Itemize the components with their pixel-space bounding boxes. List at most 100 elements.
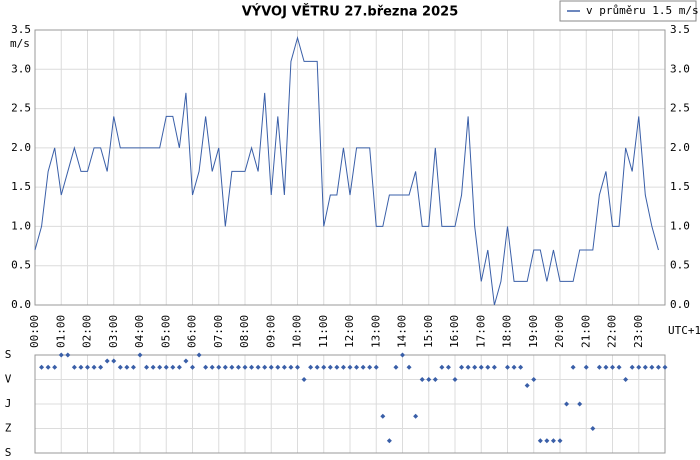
y-tick-label-right: 2.5	[670, 102, 690, 115]
direction-point	[39, 364, 45, 370]
direction-point	[249, 364, 255, 370]
x-tick-label: 17:00	[474, 315, 487, 348]
x-tick-label: 21:00	[579, 315, 592, 348]
y-tick-label: 2.0	[11, 141, 31, 154]
direction-point	[524, 382, 530, 388]
direction-point	[642, 364, 648, 370]
direction-point	[518, 364, 524, 370]
direction-point	[406, 364, 412, 370]
direction-point	[111, 358, 117, 364]
x-tick-label: 15:00	[422, 315, 435, 348]
direction-point	[636, 364, 642, 370]
direction-point	[544, 438, 550, 444]
direction-point	[58, 352, 64, 358]
x-tick-label: 18:00	[501, 315, 514, 348]
direction-point	[209, 364, 215, 370]
y-tick-label-right: 1.0	[670, 219, 690, 232]
direction-point	[334, 364, 340, 370]
y-tick-label: J	[5, 397, 12, 410]
direction-point	[413, 413, 419, 419]
y-tick-label: S	[5, 446, 12, 459]
direction-point	[472, 364, 478, 370]
y-tick-label: 0.5	[11, 259, 31, 272]
legend-label: v průměru 1.5 m/s	[586, 4, 699, 17]
direction-point	[511, 364, 517, 370]
direction-point	[603, 364, 609, 370]
direction-point	[426, 377, 432, 382]
y-tick-label-right: 0.0	[670, 298, 690, 311]
direction-point	[465, 364, 471, 370]
direction-point	[163, 364, 169, 370]
direction-point	[295, 364, 300, 370]
x-tick-label: 00:00	[28, 315, 41, 348]
direction-point	[255, 364, 261, 370]
direction-point	[570, 364, 576, 370]
x-tick-label: 04:00	[133, 315, 146, 348]
direction-point	[190, 364, 195, 370]
direction-point	[157, 364, 163, 370]
direction-point	[314, 364, 320, 370]
direction-point	[65, 352, 71, 358]
direction-point	[459, 364, 465, 370]
x-tick-label: 19:00	[527, 315, 540, 348]
y-tick-label-right: 3.5	[670, 23, 690, 36]
direction-point	[623, 377, 629, 382]
direction-point	[583, 364, 589, 370]
x-tick-label: 02:00	[81, 315, 94, 348]
direction-point	[98, 364, 104, 370]
x-tick-label: 22:00	[606, 315, 619, 348]
direction-point	[577, 401, 583, 407]
plot-frame	[34, 29, 666, 306]
direction-point	[235, 364, 241, 370]
direction-point	[229, 364, 235, 370]
direction-point	[505, 364, 510, 370]
direction-point	[137, 352, 143, 358]
x-tick-label: 23:00	[632, 315, 645, 348]
direction-point	[176, 364, 182, 370]
direction-point	[655, 364, 661, 370]
direction-point	[340, 364, 346, 370]
direction-point	[550, 438, 556, 444]
direction-point	[347, 364, 353, 370]
direction-point	[52, 364, 58, 370]
plot-frame	[34, 354, 666, 454]
direction-point	[144, 364, 150, 370]
direction-point	[71, 364, 77, 370]
direction-point	[478, 364, 484, 370]
direction-point	[203, 364, 209, 370]
direction-point	[596, 364, 602, 370]
chart-title: VÝVOJ VĚTRU 27.března 2025	[242, 4, 459, 20]
y-tick-label-right: 3.0	[670, 62, 690, 75]
x-tick-label: 09:00	[264, 315, 277, 348]
direction-point	[452, 377, 458, 382]
wind-line	[34, 35, 659, 306]
x-tick-label: 05:00	[159, 315, 172, 348]
direction-point	[104, 358, 110, 364]
x-tick-label: 01:00	[54, 315, 67, 348]
direction-point	[439, 364, 445, 370]
legend-box	[559, 0, 697, 22]
direction-point	[124, 364, 130, 370]
direction-point	[216, 364, 222, 370]
direction-point	[150, 364, 156, 370]
y-tick-label: 3.5	[11, 23, 31, 36]
x-tick-label: 11:00	[317, 315, 330, 348]
direction-point	[170, 364, 176, 370]
direction-point	[281, 364, 287, 370]
direction-point	[367, 364, 373, 370]
direction-point	[386, 438, 392, 444]
direction-point	[662, 364, 668, 370]
direction-point	[78, 364, 84, 370]
direction-point	[308, 364, 314, 370]
x-tick-label: 12:00	[343, 315, 356, 348]
direction-point	[262, 364, 268, 370]
y-tick-label: 1.5	[11, 180, 31, 193]
direction-point	[222, 364, 228, 370]
direction-point	[196, 352, 202, 358]
direction-point	[629, 364, 635, 370]
y-tick-label-right: 0.5	[670, 259, 690, 272]
direction-point	[242, 364, 248, 370]
y-tick-label: Z	[5, 422, 12, 435]
direction-point	[321, 364, 327, 370]
